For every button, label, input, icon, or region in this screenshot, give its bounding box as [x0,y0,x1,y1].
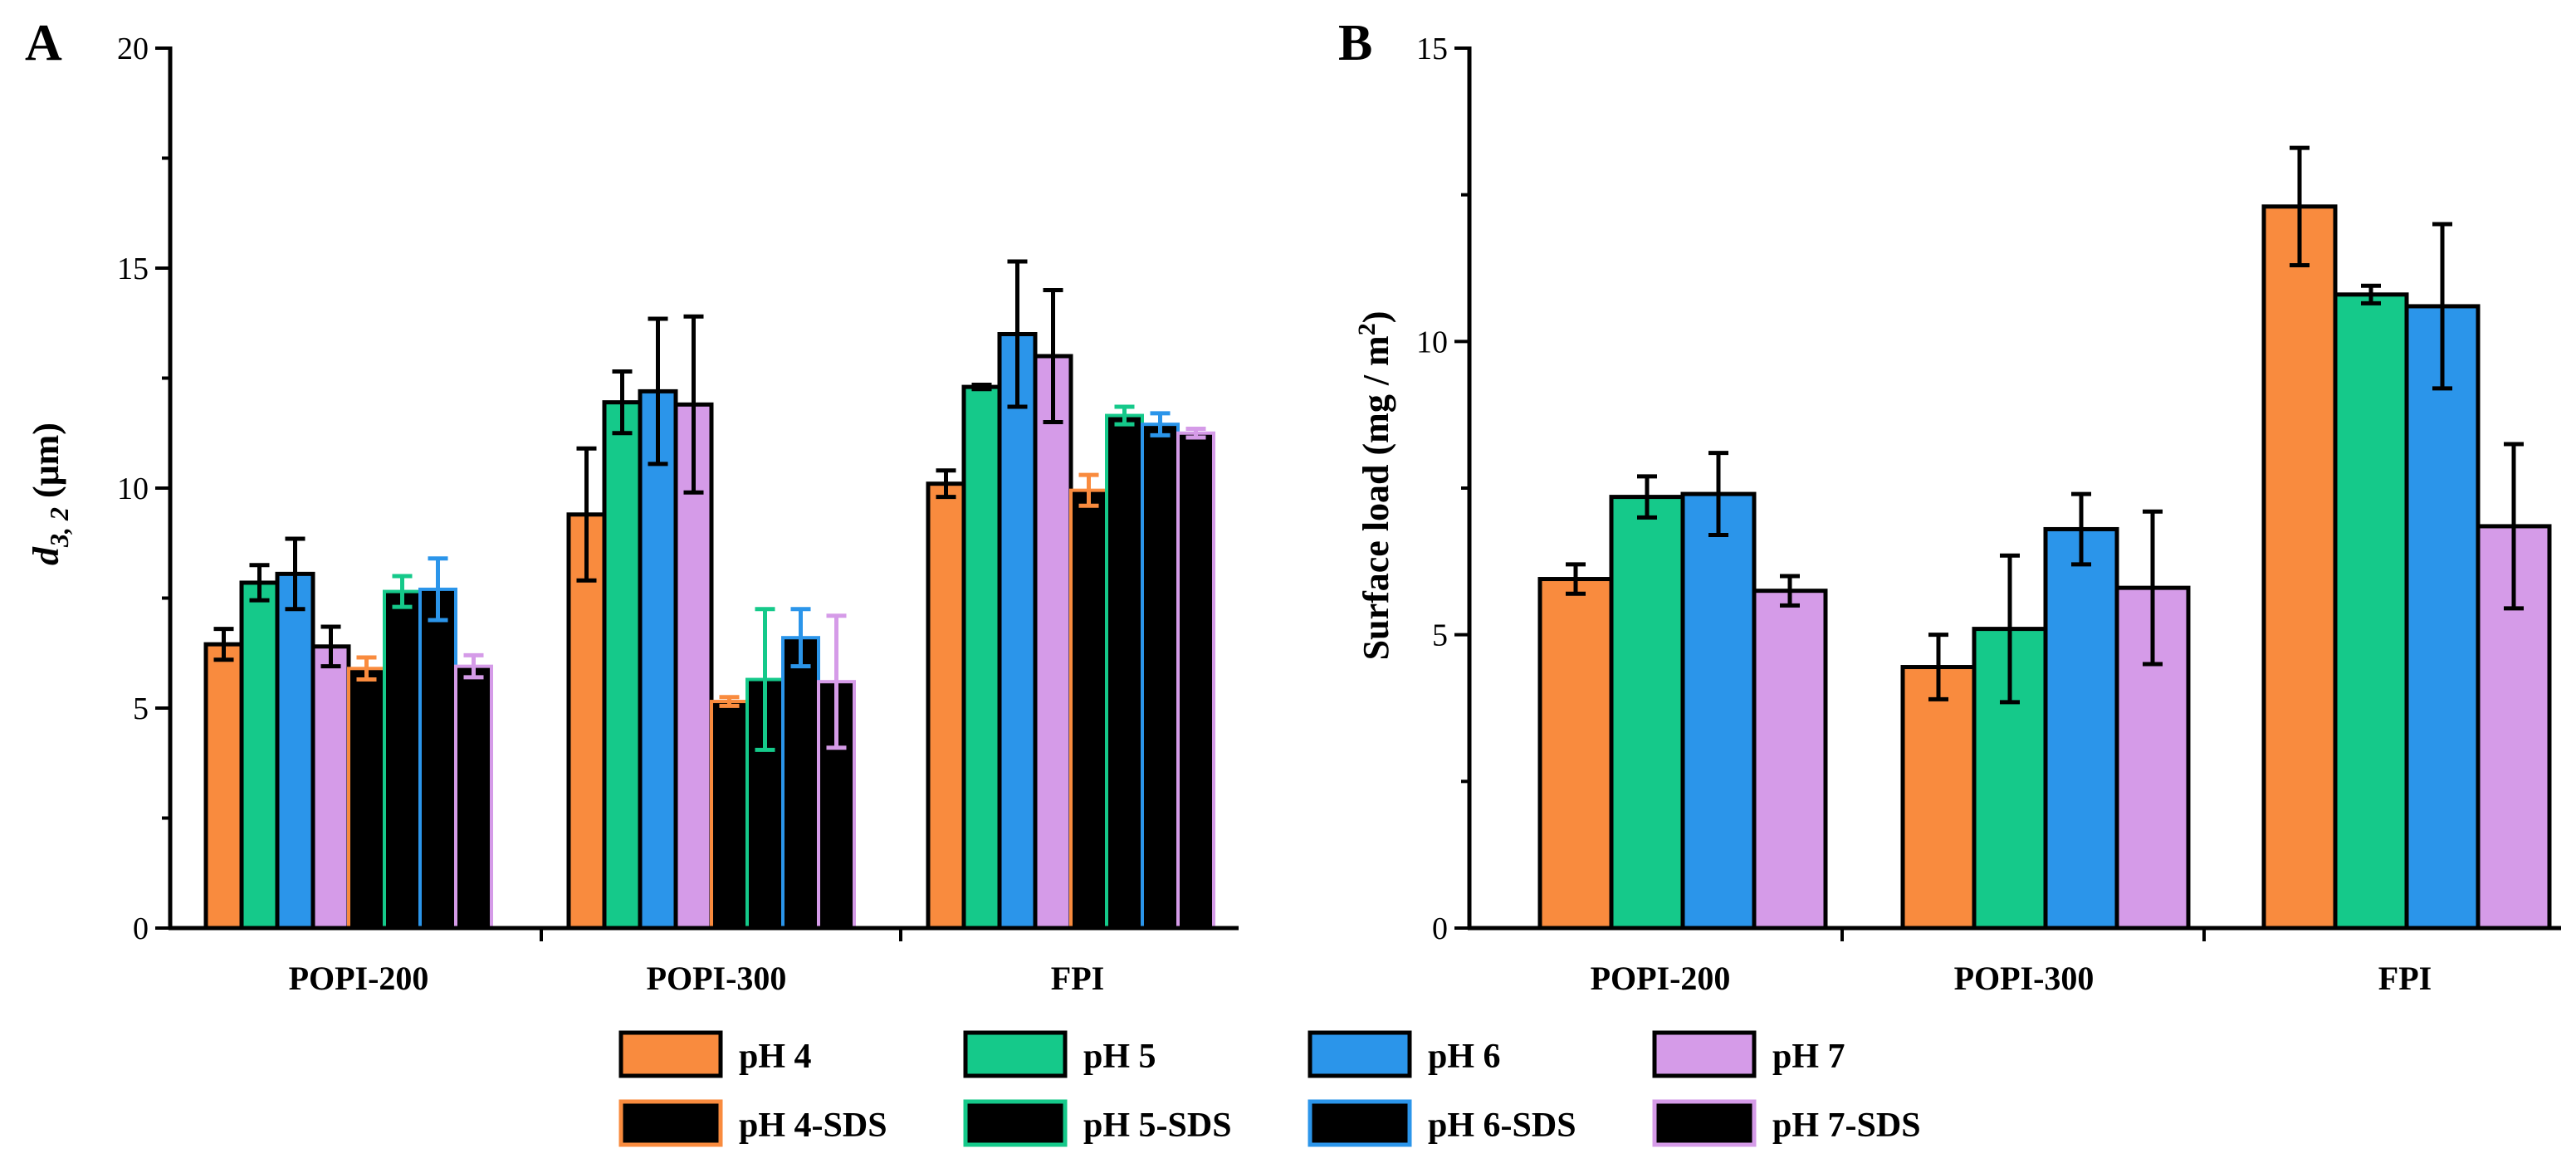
legend-label: pH 5 [1083,1038,1156,1076]
y-tick-label: 5 [133,691,149,726]
legend-swatch-ph5 [963,1030,1068,1078]
bar-a-popi-200-ph7-sds [454,664,493,931]
panel-a-category-label: FPI [1051,960,1104,997]
bar-b-popi-200-ph5 [1609,495,1685,931]
bar-a-popi-300-ph6 [638,388,678,931]
panel-b: B Surface load (mg / m2) 0 5 10 15 POPI-200… [1338,15,2561,997]
panel-b-letter: B [1338,15,1372,71]
panel-a-ticks: 0 5 10 15 20 [117,32,902,946]
y-tick-label: 20 [117,32,149,66]
bar-a-fpi-ph5-sds [1105,413,1144,930]
legend-swatch-ph4-sds [618,1099,723,1147]
panel-b-ticks: 0 5 10 15 [1416,32,2206,946]
bar-a-fpi-ph6 [997,332,1038,931]
legend-label: pH 4 [739,1038,812,1076]
bar-a-popi-200-ph4-sds [347,667,386,930]
bar-b-popi-200-ph4 [1537,577,1614,931]
bar-a-popi-200-ph5 [239,580,280,931]
panel-b-y-axis-label: Surface load (mg / m2) [1353,311,1396,661]
y-tick-label: 5 [1432,618,1448,653]
legend-swatch-ph7 [1652,1030,1757,1078]
bar-b-fpi-ph5 [2333,292,2409,931]
y-tick-label: 10 [117,472,149,506]
bar-b-popi-200-ph6 [1680,491,1757,931]
bar-a-fpi-ph6-sds [1141,423,1180,930]
panel-a-category-label: POPI-200 [289,960,429,997]
panel-a-letter: A [25,15,62,71]
bar-a-popi-300-ph4-sds [710,700,749,930]
panel-b-bars [1537,145,2552,931]
bar-a-popi-300-ph4 [566,512,607,931]
panel-b-category-label: FPI [2378,960,2432,997]
panel-a-bars [203,259,1215,931]
panel-b-category-label: POPI-300 [1954,960,2095,997]
bar-b-popi-300-ph6 [2043,526,2119,931]
y-tick-label: 0 [133,911,149,946]
bar-a-popi-200-ph4 [203,642,244,931]
bar-a-fpi-ph4 [926,481,966,931]
legend-swatch-ph5-sds [963,1099,1068,1147]
bar-a-popi-200-ph5-sds [383,589,422,930]
bar-a-popi-200-ph6-sds [418,587,457,931]
bar-a-fpi-ph7 [1033,354,1073,931]
bar-b-fpi-ph6 [2404,304,2481,931]
bar-a-popi-300-ph5 [602,400,643,931]
bar-a-fpi-ph5 [961,384,1002,931]
legend-swatch-ph6-sds [1308,1099,1412,1147]
y-tick-label: 10 [1416,325,1448,359]
panel-a-y-axis-label: d3, 2 (μm) [26,423,74,565]
legend-label: pH 7-SDS [1772,1107,1921,1145]
bar-a-popi-200-ph6 [275,571,315,931]
bar-b-popi-300-ph4 [1900,665,1977,931]
bar-a-popi-200-ph7 [310,644,351,931]
bar-a-fpi-ph4-sds [1069,488,1108,930]
panel-b-category-label: POPI-200 [1591,960,1731,997]
bar-a-popi-300-ph6-sds [781,636,820,930]
legend-label: pH 5-SDS [1083,1107,1232,1145]
bar-b-fpi-ph4 [2261,204,2338,931]
legend-label: pH 6-SDS [1428,1107,1576,1145]
y-tick-label: 0 [1432,911,1448,946]
legend-label: pH 6 [1428,1038,1501,1076]
legend-swatch-ph7-sds [1652,1099,1757,1147]
legend-label: pH 4-SDS [739,1107,887,1145]
bar-b-popi-200-ph7 [1752,589,1828,931]
panel-a-category-label: POPI-300 [647,960,787,997]
legend-swatch-ph6 [1308,1030,1412,1078]
legend: pH 4 pH 5 pH 6 pH 7 pH 4-SDS pH 5-SDS pH… [618,1030,1921,1147]
y-tick-label: 15 [1416,32,1448,66]
y-tick-label: 15 [117,252,149,286]
legend-swatch-ph4 [618,1030,723,1078]
bar-a-fpi-ph7-sds [1176,431,1215,930]
legend-label: pH 7 [1772,1038,1845,1076]
